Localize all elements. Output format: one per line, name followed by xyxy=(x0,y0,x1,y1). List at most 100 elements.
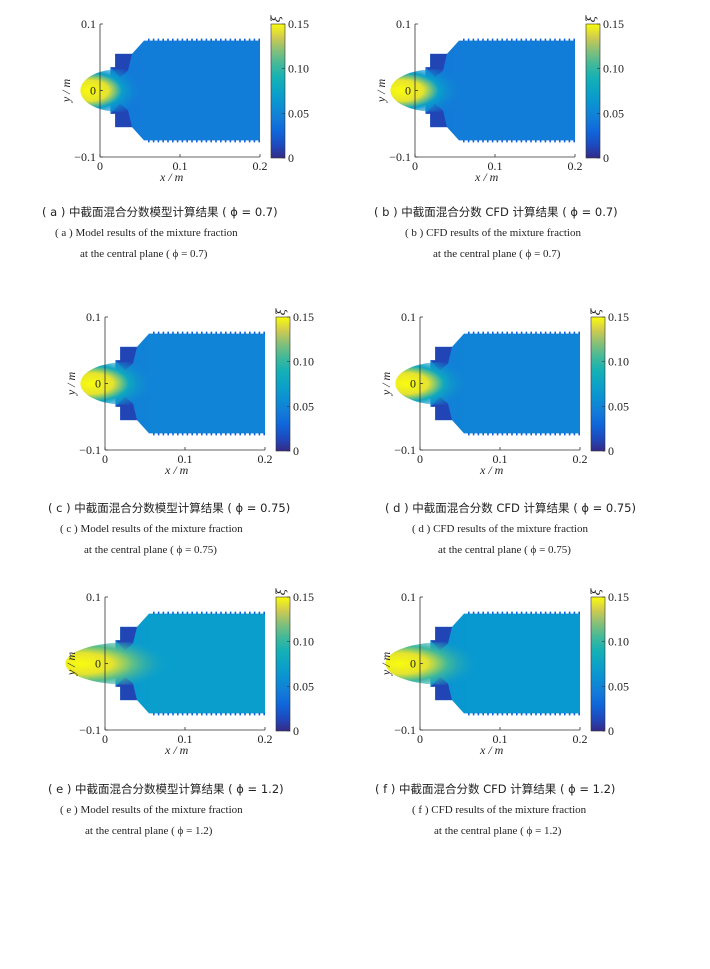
comb-bottom xyxy=(559,139,561,143)
comb-bottom xyxy=(511,712,513,716)
x-axis-label: x / m xyxy=(479,463,504,477)
y-axis-label: y / m xyxy=(64,372,78,397)
comb-top xyxy=(477,38,479,42)
comb-bottom xyxy=(215,432,217,436)
caption-en-e-line1: ( e ) Model results of the mixture fract… xyxy=(60,804,243,816)
comb-bottom xyxy=(229,139,232,143)
comb-bottom xyxy=(530,432,532,436)
comb-top xyxy=(239,38,241,42)
y-tick-label: 0.1 xyxy=(396,17,411,31)
comb-bottom xyxy=(244,712,246,716)
comb-bottom xyxy=(496,712,499,716)
comb-top xyxy=(506,611,508,615)
comb-bottom xyxy=(544,712,547,716)
comb-top xyxy=(172,331,174,335)
comb-top xyxy=(511,38,513,42)
comb-bottom xyxy=(554,432,556,436)
comb-top xyxy=(467,38,470,42)
comb-bottom xyxy=(463,139,465,143)
comb-bottom xyxy=(539,139,542,143)
caption-en-a-line1: ( a ) Model results of the mixture fract… xyxy=(55,227,238,239)
comb-top xyxy=(520,331,523,335)
y-tick-label: −0.1 xyxy=(74,150,96,164)
comb-top xyxy=(229,611,232,615)
comb-top xyxy=(496,331,499,335)
comb-bottom xyxy=(496,432,499,436)
comb-top xyxy=(554,38,556,42)
colorbar-label: ξ xyxy=(584,14,598,22)
comb-top xyxy=(487,611,489,615)
colorbar-tick-label: 0 xyxy=(288,151,294,165)
jet-core-f xyxy=(385,642,501,685)
comb-bottom xyxy=(506,139,508,143)
comb-bottom xyxy=(157,139,160,143)
comb-top xyxy=(554,611,556,615)
y-tick-label: −0.1 xyxy=(79,723,101,737)
comb-bottom xyxy=(196,712,198,716)
comb-top xyxy=(157,38,160,42)
comb-bottom xyxy=(153,712,155,716)
x-tick-label: 0.1 xyxy=(493,452,508,466)
comb-bottom xyxy=(477,432,480,436)
comb-bottom xyxy=(210,712,213,716)
comb-top xyxy=(544,611,547,615)
comb-bottom xyxy=(249,712,251,716)
comb-bottom xyxy=(177,712,179,716)
comb-bottom xyxy=(482,432,484,436)
comb-bottom xyxy=(487,139,489,143)
comb-bottom xyxy=(181,712,184,716)
jet-core-c xyxy=(80,362,170,405)
comb-bottom xyxy=(525,712,528,716)
x-tick-label: 0.2 xyxy=(568,159,583,173)
comb-top xyxy=(487,38,489,42)
colorbar-tick-label: 0.05 xyxy=(293,399,314,413)
comb-top xyxy=(172,611,174,615)
comb-top xyxy=(229,331,232,335)
colorbar-tick-label: 0.05 xyxy=(608,399,629,413)
comb-bottom xyxy=(172,432,174,436)
x-tick-label: 0.1 xyxy=(173,159,188,173)
comb-bottom xyxy=(167,432,169,436)
comb-top xyxy=(176,38,179,42)
x-tick-label: 0 xyxy=(412,159,418,173)
comb-bottom xyxy=(205,712,208,716)
comb-top xyxy=(249,611,251,615)
comb-bottom xyxy=(244,139,246,143)
y-axis-label: y / m xyxy=(59,79,73,104)
comb-bottom xyxy=(225,712,227,716)
comb-bottom xyxy=(573,712,576,716)
comb-top xyxy=(549,38,551,42)
comb-bottom xyxy=(167,712,169,716)
comb-top xyxy=(239,611,241,615)
comb-top xyxy=(210,611,213,615)
comb-bottom xyxy=(220,712,222,716)
comb-top xyxy=(220,38,222,42)
comb-bottom xyxy=(540,432,542,436)
x-tick-label: 0.1 xyxy=(488,159,503,173)
y-axis-label: y / m xyxy=(379,652,393,677)
colorbar-tick-label: 0 xyxy=(608,444,614,458)
comb-top xyxy=(215,38,217,42)
colorbar-tick-label: 0 xyxy=(603,151,609,165)
comb-bottom xyxy=(220,432,222,436)
caption-en-d-line2: at the central plane ( ϕ = 0.75) xyxy=(438,544,571,556)
comb-bottom xyxy=(191,139,193,143)
comb-top xyxy=(258,331,261,335)
comb-top xyxy=(515,38,518,42)
comb-top xyxy=(549,331,552,335)
y-tick-label: −0.1 xyxy=(394,723,416,737)
comb-top xyxy=(181,611,184,615)
comb-top xyxy=(477,331,480,335)
comb-bottom xyxy=(482,139,484,143)
colorbar-tick-label: 0.15 xyxy=(608,590,629,604)
comb-bottom xyxy=(263,712,265,716)
x-tick-label: 0.2 xyxy=(253,159,268,173)
comb-bottom xyxy=(540,712,542,716)
comb-top xyxy=(573,331,576,335)
comb-top xyxy=(535,611,537,615)
comb-bottom xyxy=(516,432,518,436)
comb-bottom xyxy=(248,139,251,143)
comb-top xyxy=(496,38,499,42)
x-tick-label: 0.2 xyxy=(573,452,588,466)
